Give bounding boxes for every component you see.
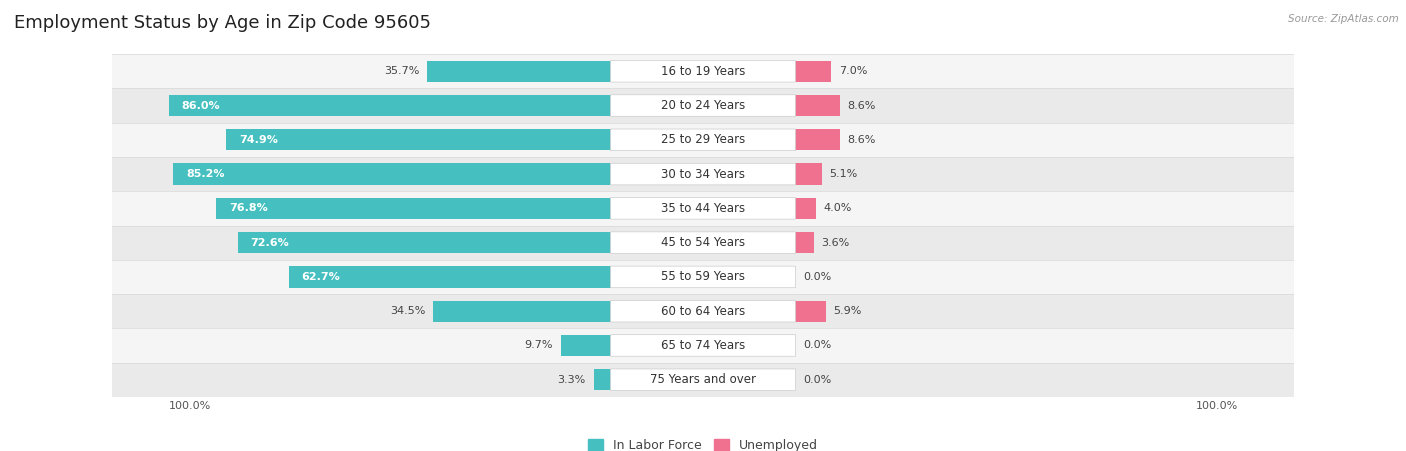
Text: 34.5%: 34.5%	[391, 306, 426, 316]
Text: 35.7%: 35.7%	[384, 66, 419, 76]
Bar	[796, 232, 814, 253]
FancyBboxPatch shape	[610, 300, 796, 322]
Text: 0.0%: 0.0%	[803, 272, 831, 282]
Bar	[561, 335, 610, 356]
Text: 76.8%: 76.8%	[229, 203, 267, 213]
Text: 72.6%: 72.6%	[250, 238, 290, 248]
Text: 5.1%: 5.1%	[830, 169, 858, 179]
FancyBboxPatch shape	[610, 95, 796, 116]
Bar	[112, 88, 1294, 123]
FancyBboxPatch shape	[610, 232, 796, 253]
Bar	[593, 369, 610, 391]
Bar	[433, 300, 610, 322]
Bar	[112, 191, 1294, 226]
Bar	[796, 95, 839, 116]
Text: 0.0%: 0.0%	[803, 341, 831, 350]
Bar	[796, 300, 825, 322]
Bar	[112, 294, 1294, 328]
Bar	[112, 157, 1294, 191]
Text: 25 to 29 Years: 25 to 29 Years	[661, 133, 745, 146]
Text: 3.6%: 3.6%	[821, 238, 849, 248]
FancyBboxPatch shape	[610, 163, 796, 185]
Bar	[169, 95, 610, 116]
Text: 62.7%: 62.7%	[301, 272, 340, 282]
Bar	[112, 226, 1294, 260]
Legend: In Labor Force, Unemployed: In Labor Force, Unemployed	[588, 439, 818, 451]
FancyBboxPatch shape	[610, 266, 796, 288]
Text: 4.0%: 4.0%	[824, 203, 852, 213]
FancyBboxPatch shape	[610, 129, 796, 151]
Text: 65 to 74 Years: 65 to 74 Years	[661, 339, 745, 352]
Text: 8.6%: 8.6%	[848, 135, 876, 145]
Text: 85.2%: 85.2%	[186, 169, 225, 179]
FancyBboxPatch shape	[610, 369, 796, 391]
Text: 45 to 54 Years: 45 to 54 Years	[661, 236, 745, 249]
Text: 7.0%: 7.0%	[839, 66, 868, 76]
Text: Source: ZipAtlas.com: Source: ZipAtlas.com	[1288, 14, 1399, 23]
Text: 60 to 64 Years: 60 to 64 Years	[661, 305, 745, 318]
Bar	[238, 232, 610, 253]
Bar	[796, 129, 839, 151]
FancyBboxPatch shape	[610, 198, 796, 219]
Text: 3.3%: 3.3%	[558, 375, 586, 385]
Text: 8.6%: 8.6%	[848, 101, 876, 110]
Bar	[112, 260, 1294, 294]
Text: 16 to 19 Years: 16 to 19 Years	[661, 65, 745, 78]
FancyBboxPatch shape	[610, 335, 796, 356]
Text: 75 Years and over: 75 Years and over	[650, 373, 756, 386]
Text: 74.9%: 74.9%	[239, 135, 277, 145]
Text: 0.0%: 0.0%	[803, 375, 831, 385]
Text: 30 to 34 Years: 30 to 34 Years	[661, 168, 745, 180]
Bar	[796, 60, 831, 82]
Bar	[288, 266, 610, 288]
FancyBboxPatch shape	[610, 60, 796, 82]
Text: 5.9%: 5.9%	[834, 306, 862, 316]
Text: 55 to 59 Years: 55 to 59 Years	[661, 271, 745, 283]
Bar	[112, 363, 1294, 397]
Bar	[796, 198, 815, 219]
Bar	[112, 54, 1294, 88]
Bar	[796, 163, 821, 185]
Bar	[217, 198, 610, 219]
Bar	[226, 129, 610, 151]
Bar	[427, 60, 610, 82]
Bar	[112, 328, 1294, 363]
Text: 20 to 24 Years: 20 to 24 Years	[661, 99, 745, 112]
Text: Employment Status by Age in Zip Code 95605: Employment Status by Age in Zip Code 956…	[14, 14, 432, 32]
Text: 35 to 44 Years: 35 to 44 Years	[661, 202, 745, 215]
Text: 86.0%: 86.0%	[181, 101, 221, 110]
Bar	[173, 163, 610, 185]
Bar	[112, 123, 1294, 157]
Text: 9.7%: 9.7%	[524, 341, 553, 350]
